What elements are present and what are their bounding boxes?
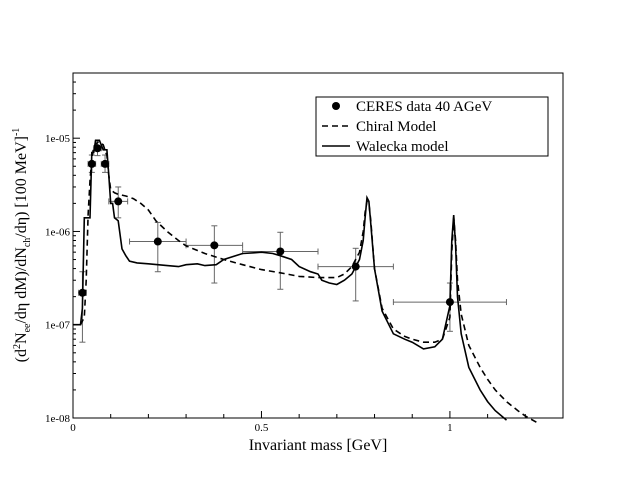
- legend-marker-ceres: [332, 102, 340, 110]
- y-tick-label: 1e-08: [45, 413, 71, 425]
- y-tick-label: 1e-07: [45, 320, 71, 332]
- series-walecka-model-line: [73, 139, 508, 421]
- y-axis-title-sub-ee: ee: [22, 323, 33, 332]
- data-point: [153, 237, 162, 246]
- y-axis-title-sub-ch: ch: [22, 238, 33, 247]
- y-axis-title: (d2Nee/dη dM)/dNch/dη) [100 MeV]-1: [11, 128, 33, 363]
- y-axis-title-mid: /dη dM)/dN: [13, 247, 30, 324]
- data-point: [210, 241, 219, 250]
- x-tick-label: 1: [447, 422, 453, 434]
- legend: CERES data 40 AGeV Chiral Model Walecka mo…: [315, 96, 549, 157]
- y-axis-title-group: (d2Nee/dη dM)/dNch/dη) [100 MeV]-1: [11, 128, 33, 363]
- data-point: [276, 247, 285, 256]
- data-point: [93, 144, 102, 153]
- y-axis-title-sup-m1: -1: [11, 128, 22, 136]
- y-axis-title-tail: /dη) [100 MeV]: [13, 136, 30, 238]
- y-axis-title-open: (d: [13, 349, 30, 362]
- legend-label: Chiral Model: [356, 119, 436, 135]
- y-axis-title-n: N: [13, 332, 30, 344]
- y-tick-label: 1e-06: [45, 226, 71, 238]
- legend-box: [315, 96, 549, 157]
- x-axis-title: Invariant mass [GeV]: [249, 437, 388, 454]
- legend-label: Walecka model: [356, 139, 449, 155]
- series-ceres-data: [78, 140, 507, 343]
- x-tick-label: 0: [70, 422, 76, 434]
- data-point: [114, 197, 123, 206]
- x-tick-label: 0.5: [255, 422, 269, 434]
- y-tick-label: 1e-05: [45, 133, 71, 145]
- legend-label: CERES data 40 AGeV: [356, 99, 492, 115]
- series-chiral-model-line: [79, 141, 537, 423]
- y-axis-title-sup2: 2: [12, 344, 23, 349]
